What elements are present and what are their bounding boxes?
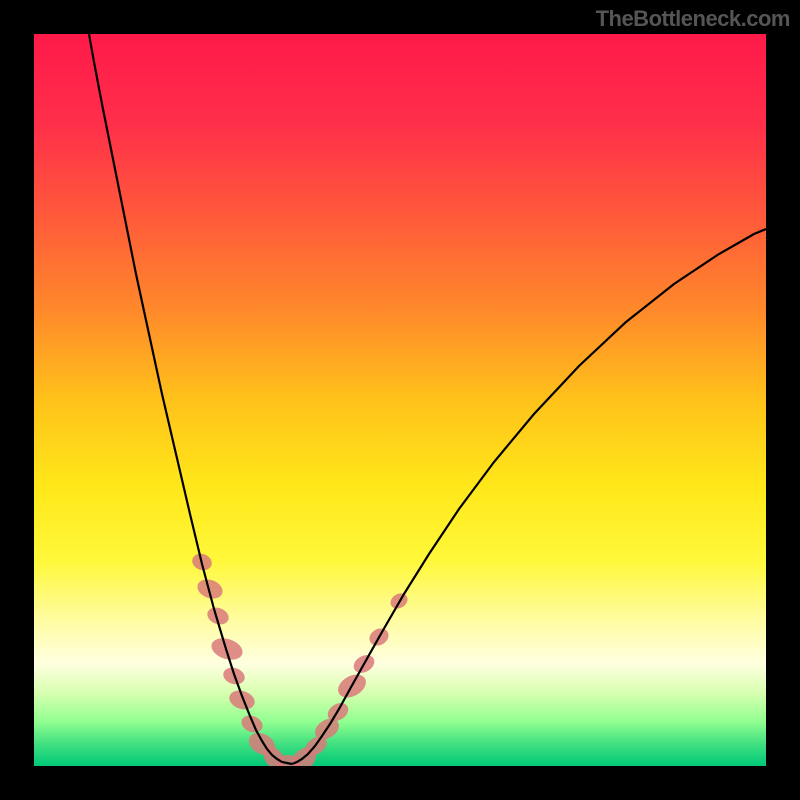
watermark-text: TheBottleneck.com bbox=[596, 6, 790, 32]
chart-container: TheBottleneck.com bbox=[0, 0, 800, 800]
left-curve bbox=[89, 34, 292, 764]
plot-area bbox=[34, 34, 766, 766]
markers bbox=[190, 551, 410, 766]
curve-layer bbox=[34, 34, 766, 766]
marker-point bbox=[227, 687, 257, 712]
marker-point bbox=[239, 712, 265, 735]
